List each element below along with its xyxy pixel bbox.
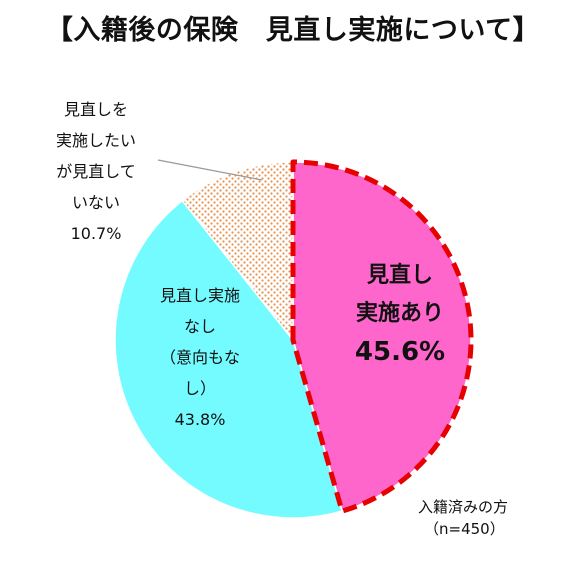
leader-line [157, 159, 263, 181]
slice-label-line: が見直して [56, 162, 136, 181]
slice-label-line: 見直しを [63, 100, 128, 119]
slice-label-want-but-not: 見直しを 実施したい が見直して いない 10.7% [36, 94, 156, 249]
note-line: （n=450） [424, 520, 505, 538]
slice-label-line: 実施あり [355, 301, 444, 326]
note-line: 入籍済みの方 [418, 498, 509, 516]
slice-label-line: 実施したい [55, 131, 136, 150]
slice-value-label: 10.7% [70, 224, 122, 243]
slice-value-label: 43.8% [174, 410, 226, 429]
sample-note: 入籍済みの方 （n=450） [418, 496, 508, 540]
slice-not-implemented [114, 199, 344, 519]
highlight-outline [290, 159, 474, 514]
slice-value-label: 45.6% [354, 337, 446, 367]
slice-label-line: なし [183, 317, 216, 336]
slice-want-but-not [181, 161, 294, 343]
slice-label-line: いない [71, 193, 120, 212]
slice-label-line: し） [183, 379, 216, 398]
slice-label-line: 見直し [366, 263, 433, 288]
slice-label-line: 見直し実施 [159, 286, 240, 305]
chart-title: 【入籍後の保険 見直し実施について】 [45, 15, 541, 46]
slice-label-implemented: 見直し 実施あり 45.6% [330, 257, 470, 371]
slice-label-not-implemented: 見直し実施 なし （意向もな し） 43.8% [140, 280, 260, 435]
slice-label-line: （意向もな [159, 348, 240, 367]
